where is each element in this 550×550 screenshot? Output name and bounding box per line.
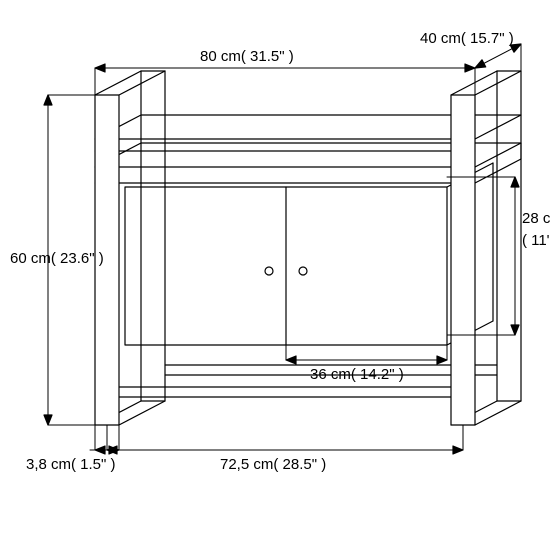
dim-door-w-label: 36 cm( 14.2" ) bbox=[310, 366, 404, 383]
dim-top-depth-label: 40 cm( 15.7" ) bbox=[420, 30, 514, 47]
dim-bottom-w-label: 72,5 cm( 28.5" ) bbox=[220, 456, 326, 473]
dim-leg-thk-label: 3,8 cm( 1.5" ) bbox=[26, 456, 116, 473]
dim-door-h-label-b: ( 11" ) bbox=[522, 232, 550, 249]
diagram-stage: 80 cm( 31.5" ) 40 cm( 15.7" ) 60 cm( 23.… bbox=[0, 0, 550, 550]
dim-door-h-label-a: 28 cm bbox=[522, 210, 550, 227]
dim-top-width-label: 80 cm( 31.5" ) bbox=[200, 48, 294, 65]
dim-left-height-label: 60 cm( 23.6" ) bbox=[10, 250, 104, 267]
